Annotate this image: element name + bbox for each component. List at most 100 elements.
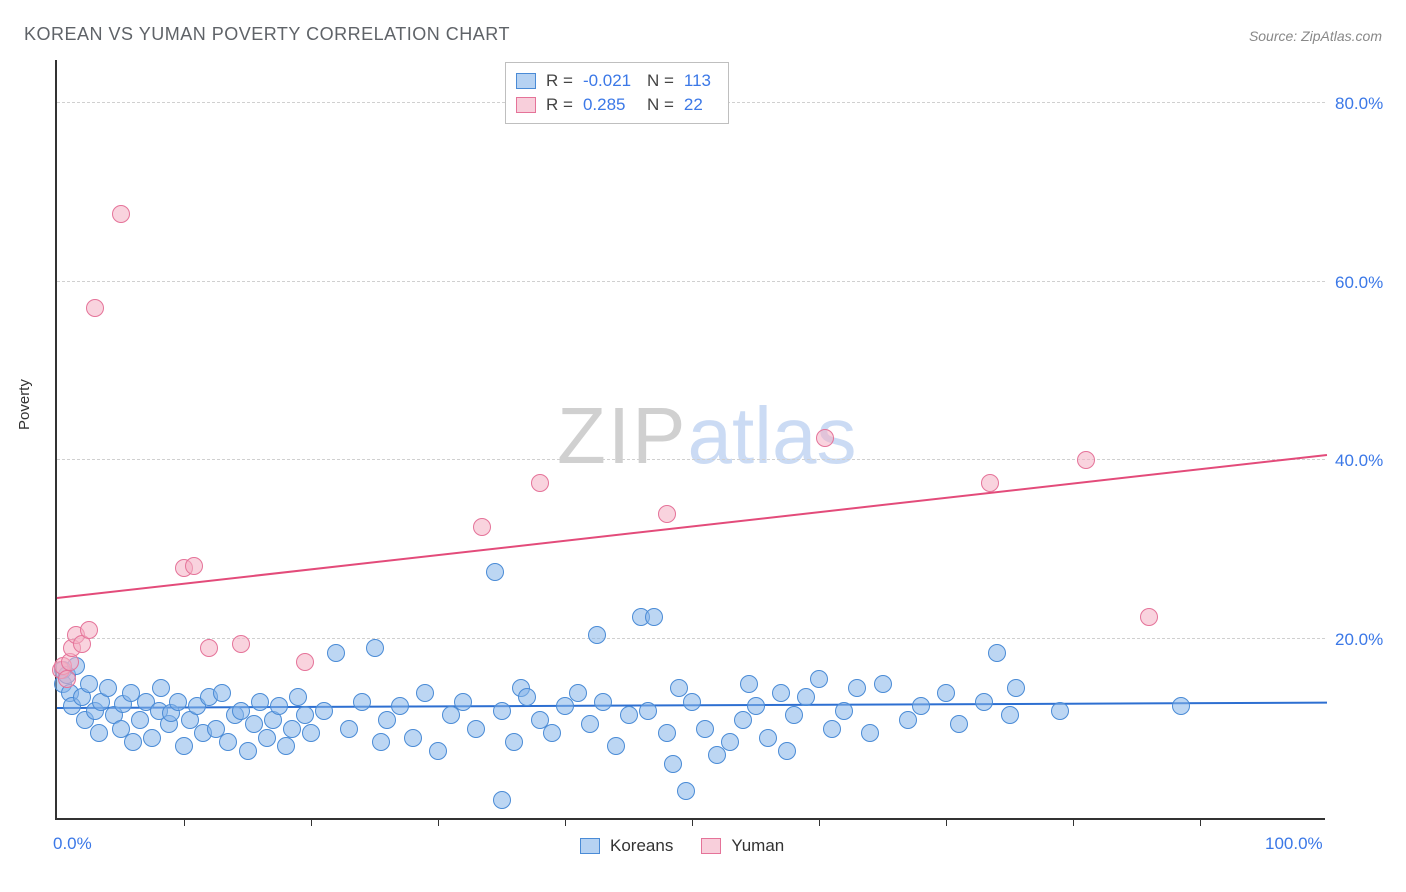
data-point: [429, 742, 447, 760]
legend-r-value: -0.021: [583, 69, 637, 93]
data-point: [239, 742, 257, 760]
data-point: [823, 720, 841, 738]
data-point: [620, 706, 638, 724]
data-point: [143, 729, 161, 747]
legend-swatch: [516, 97, 536, 113]
data-point: [185, 557, 203, 575]
source-label: Source:: [1249, 28, 1301, 44]
data-point: [975, 693, 993, 711]
data-point: [658, 505, 676, 523]
data-point: [296, 706, 314, 724]
legend-r-label: R =: [546, 69, 573, 93]
legend-row: R = 0.285N = 22: [516, 93, 714, 117]
data-point: [759, 729, 777, 747]
legend-n-value: 113: [684, 69, 714, 93]
data-point: [594, 693, 612, 711]
data-point: [912, 697, 930, 715]
data-point: [1051, 702, 1069, 720]
data-point: [80, 675, 98, 693]
data-point: [493, 702, 511, 720]
data-point: [581, 715, 599, 733]
data-point: [124, 733, 142, 751]
data-point: [797, 688, 815, 706]
data-point: [296, 653, 314, 671]
data-point: [569, 684, 587, 702]
data-point: [861, 724, 879, 742]
legend-row: R =-0.021N =113: [516, 69, 714, 93]
data-point: [493, 791, 511, 809]
data-point: [404, 729, 422, 747]
data-point: [1172, 697, 1190, 715]
data-point: [518, 688, 536, 706]
data-point: [302, 724, 320, 742]
data-point: [950, 715, 968, 733]
data-point: [315, 702, 333, 720]
legend-series-label: Koreans: [610, 836, 673, 856]
data-point: [277, 737, 295, 755]
data-point: [289, 688, 307, 706]
data-point: [740, 675, 758, 693]
data-point: [607, 737, 625, 755]
data-point: [372, 733, 390, 751]
data-point: [778, 742, 796, 760]
data-point: [473, 518, 491, 536]
data-point: [810, 670, 828, 688]
data-point: [785, 706, 803, 724]
legend-swatch: [516, 73, 536, 89]
data-point: [664, 755, 682, 773]
chart-title: KOREAN VS YUMAN POVERTY CORRELATION CHAR…: [24, 24, 510, 45]
source-attribution: Source: ZipAtlas.com: [1249, 28, 1382, 44]
data-point: [86, 299, 104, 317]
x-tick: [1073, 818, 1074, 826]
data-point: [1001, 706, 1019, 724]
data-point: [90, 724, 108, 742]
gridline: [57, 459, 1325, 460]
data-point: [988, 644, 1006, 662]
data-point: [251, 693, 269, 711]
data-point: [258, 729, 276, 747]
data-point: [505, 733, 523, 751]
watermark-zip: ZIP: [557, 391, 687, 480]
correlation-legend: R =-0.021N =113R = 0.285N = 22: [505, 62, 729, 124]
chart-plot-area: ZIPatlas: [55, 60, 1325, 820]
x-tick-label: 0.0%: [53, 834, 92, 854]
legend-series-label: Yuman: [731, 836, 784, 856]
data-point: [454, 693, 472, 711]
data-point: [835, 702, 853, 720]
data-point: [639, 702, 657, 720]
data-point: [219, 733, 237, 751]
data-point: [874, 675, 892, 693]
data-point: [467, 720, 485, 738]
data-point: [1007, 679, 1025, 697]
data-point: [340, 720, 358, 738]
data-point: [131, 711, 149, 729]
data-point: [80, 621, 98, 639]
source-site: ZipAtlas.com: [1301, 28, 1382, 44]
data-point: [747, 697, 765, 715]
data-point: [112, 205, 130, 223]
data-point: [981, 474, 999, 492]
data-point: [232, 635, 250, 653]
data-point: [58, 670, 76, 688]
data-point: [645, 608, 663, 626]
data-point: [772, 684, 790, 702]
legend-n-label: N =: [647, 93, 674, 117]
data-point: [696, 720, 714, 738]
data-point: [213, 684, 231, 702]
data-point: [937, 684, 955, 702]
x-tick: [184, 818, 185, 826]
legend-r-value: 0.285: [583, 93, 637, 117]
data-point: [391, 697, 409, 715]
data-point: [169, 693, 187, 711]
watermark: ZIPatlas: [557, 390, 856, 482]
y-tick-label: 20.0%: [1335, 630, 1383, 650]
data-point: [99, 679, 117, 697]
trend-line: [57, 454, 1327, 599]
data-point: [1140, 608, 1158, 626]
data-point: [721, 733, 739, 751]
data-point: [327, 644, 345, 662]
data-point: [270, 697, 288, 715]
data-point: [1077, 451, 1095, 469]
y-axis-label: Poverty: [16, 379, 33, 430]
gridline: [57, 281, 1325, 282]
